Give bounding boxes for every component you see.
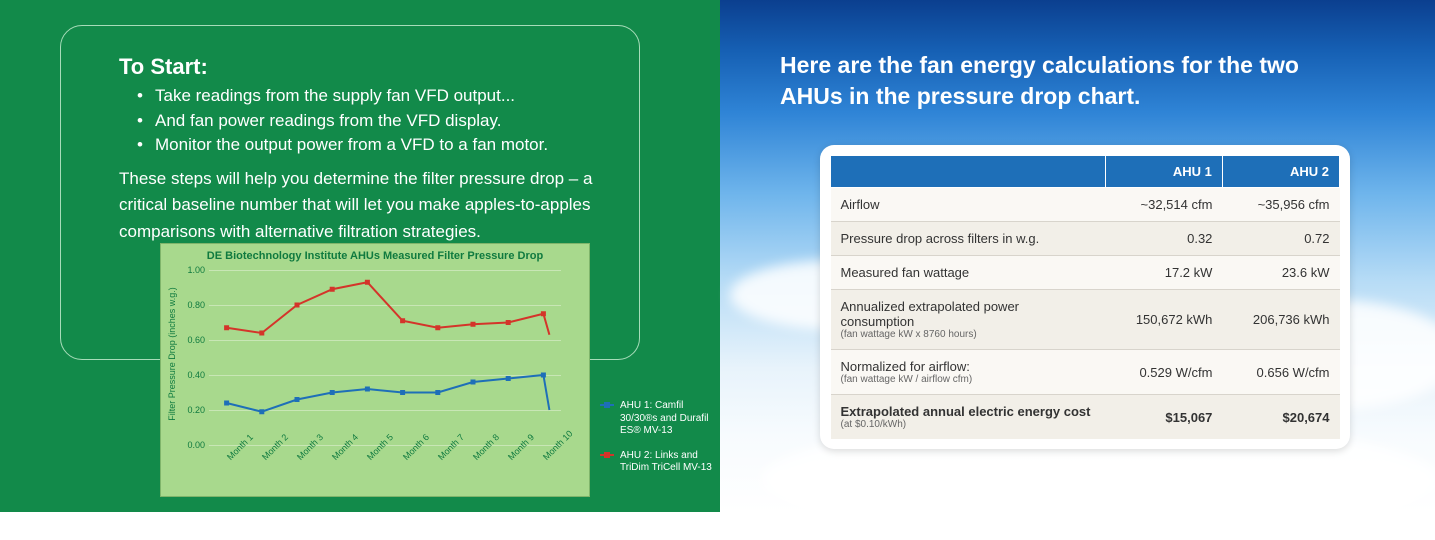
table-cell-ahu2: $20,674 (1222, 395, 1339, 440)
bullet-item: Take readings from the supply fan VFD ou… (137, 84, 599, 109)
table-cell-label: Measured fan wattage (831, 256, 1106, 290)
legend-item-ahu2: AHU 2: Links and TriDim TriCell MV-13 (600, 450, 715, 475)
to-start-heading: To Start: (119, 54, 599, 80)
table-cell-ahu2: 0.72 (1222, 222, 1339, 256)
table-cell-ahu1: 0.529 W/cfm (1105, 350, 1222, 395)
table-row: Measured fan wattage17.2 kW23.6 kW (831, 256, 1340, 290)
table-row: Annualized extrapolated power consumptio… (831, 290, 1340, 350)
pressure-drop-chart: DE Biotechnology Institute AHUs Measured… (160, 243, 590, 497)
legend-swatch-ahu1 (600, 404, 614, 406)
table-cell-ahu1: $15,067 (1105, 395, 1222, 440)
table-cell-ahu1: 0.32 (1105, 222, 1222, 256)
table-row: Airflow~32,514 cfm~35,956 cfm (831, 188, 1340, 222)
table-row: Normalized for airflow:(fan wattage kW /… (831, 350, 1340, 395)
energy-table-card: AHU 1 AHU 2 Airflow~32,514 cfm~35,956 cf… (820, 145, 1350, 449)
legend-label: AHU 1: Camfil 30/30®s and Durafil ES® MV… (620, 400, 709, 436)
table-cell-label: Pressure drop across filters in w.g. (831, 222, 1106, 256)
table-cell-label: Annualized extrapolated power consumptio… (831, 290, 1106, 350)
table-header-blank (831, 156, 1106, 188)
bullet-list: Take readings from the supply fan VFD ou… (137, 84, 599, 158)
table-row: Pressure drop across filters in w.g.0.32… (831, 222, 1340, 256)
table-cell-ahu2: 0.656 W/cfm (1222, 350, 1339, 395)
table-header-row: AHU 1 AHU 2 (831, 156, 1340, 188)
legend-label: AHU 2: Links and TriDim TriCell MV-13 (620, 450, 712, 474)
chart-y-tick: 0.40 (179, 370, 205, 380)
chart-y-axis-label: Filter Pressure Drop (inches w.g.) (167, 287, 177, 421)
table-cell-ahu2: 206,736 kWh (1222, 290, 1339, 350)
table-cell-label: Airflow (831, 188, 1106, 222)
chart-y-tick: 0.00 (179, 440, 205, 450)
legend-item-ahu1: AHU 1: Camfil 30/30®s and Durafil ES® MV… (600, 400, 715, 438)
chart-title: DE Biotechnology Institute AHUs Measured… (161, 250, 589, 262)
energy-table: AHU 1 AHU 2 Airflow~32,514 cfm~35,956 cf… (830, 155, 1340, 439)
table-cell-ahu1: ~32,514 cfm (1105, 188, 1222, 222)
table-cell-label: Normalized for airflow:(fan wattage kW /… (831, 350, 1106, 395)
table-cell-label: Extrapolated annual electric energy cost… (831, 395, 1106, 440)
table-cell-sublabel: (fan wattage kW x 8760 hours) (841, 329, 1096, 340)
followup-text: These steps will help you determine the … (119, 166, 599, 245)
table-cell-ahu1: 17.2 kW (1105, 256, 1222, 290)
chart-y-tick: 1.00 (179, 265, 205, 275)
chart-plot-area: 0.000.200.400.600.801.00Month 1Month 2Mo… (209, 270, 561, 445)
bullet-item: And fan power readings from the VFD disp… (137, 109, 599, 134)
table-row: Extrapolated annual electric energy cost… (831, 395, 1340, 440)
chart-y-tick: 0.80 (179, 300, 205, 310)
chart-y-tick: 0.60 (179, 335, 205, 345)
right-panel: Here are the fan energy calculations for… (720, 0, 1435, 512)
table-cell-ahu2: ~35,956 cfm (1222, 188, 1339, 222)
left-panel: To Start: Take readings from the supply … (0, 0, 720, 512)
legend-swatch-ahu2 (600, 454, 614, 456)
table-cell-sublabel: (fan wattage kW / airflow cfm) (841, 374, 1096, 385)
chart-legend: AHU 1: Camfil 30/30®s and Durafil ES® MV… (600, 400, 715, 487)
table-cell-ahu2: 23.6 kW (1222, 256, 1339, 290)
table-header-ahu1: AHU 1 (1105, 156, 1222, 188)
table-header-ahu2: AHU 2 (1222, 156, 1339, 188)
bullet-item: Monitor the output power from a VFD to a… (137, 133, 599, 158)
chart-y-tick: 0.20 (179, 405, 205, 415)
table-cell-sublabel: (at $0.10/kWh) (841, 419, 1096, 430)
right-heading: Here are the fan energy calculations for… (780, 50, 1360, 112)
table-cell-ahu1: 150,672 kWh (1105, 290, 1222, 350)
